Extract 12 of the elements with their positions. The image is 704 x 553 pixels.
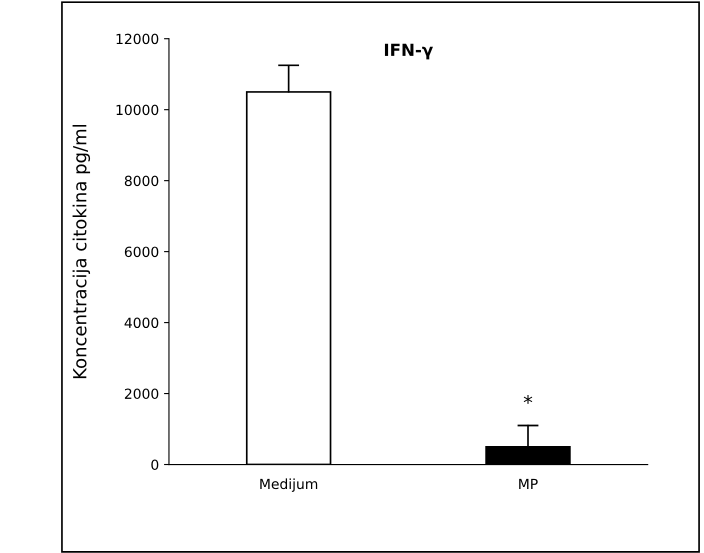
y-tick-label: 6000	[124, 246, 158, 258]
y-tick-label: 10000	[116, 104, 158, 116]
y-tick-label: 4000	[124, 318, 158, 328]
x-tick-label: MP	[519, 478, 538, 489]
y-tick-label: 2000	[124, 388, 158, 400]
y-axis-title: Koncentracija citokina pg/ml	[72, 124, 90, 378]
y-tick-label: 0	[151, 459, 158, 470]
annotation: *	[524, 394, 532, 404]
chart-title: IFN-γ	[384, 44, 433, 60]
y-tick-label: 12000	[116, 34, 158, 44]
y-tick-label: 8000	[124, 176, 158, 186]
x-tick-label: Medijum	[260, 478, 318, 492]
